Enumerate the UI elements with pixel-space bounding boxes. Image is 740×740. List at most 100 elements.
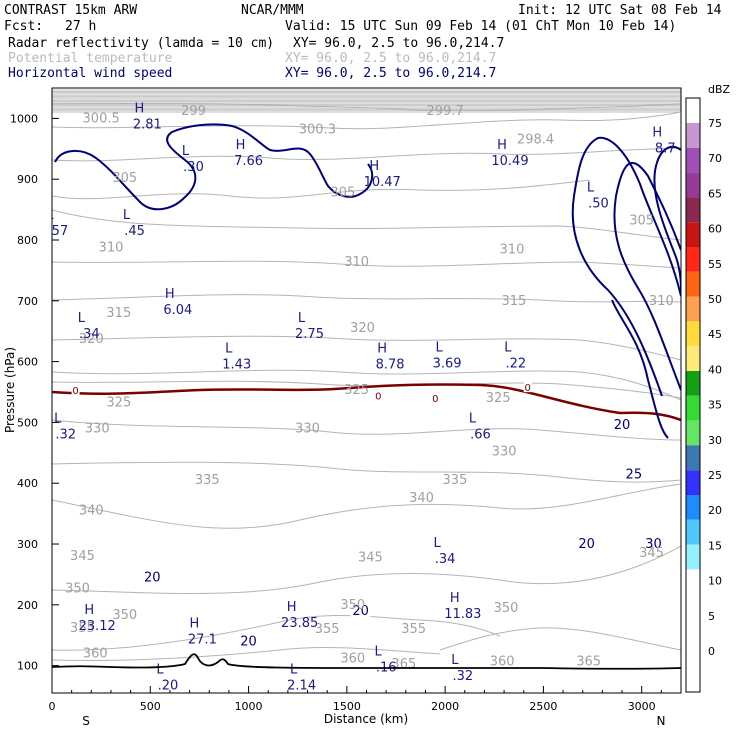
wind-speed-label: 20 (240, 634, 257, 649)
zero-label-bg (374, 390, 383, 401)
hl-mark: L (504, 340, 512, 355)
theta-label: 350 (65, 581, 90, 596)
wind-label-bg (576, 536, 597, 551)
x-tick-label: 2500 (529, 700, 557, 713)
x-tick-label: 1000 (235, 700, 263, 713)
hl-mark: L (156, 663, 164, 678)
wind-speed-label: 30 (645, 537, 662, 552)
theta-label: 298.4 (517, 133, 554, 148)
colorbar-level: 75 (708, 117, 722, 130)
colorbar-swatch (686, 123, 700, 148)
hl-mark: L (375, 644, 383, 659)
theta-contour-360 (52, 111, 681, 130)
colorbar-level: 70 (708, 152, 722, 165)
theta-band-line (52, 98, 681, 100)
theta-contour-340 (52, 294, 681, 303)
theta-band-line (52, 94, 681, 96)
hl-value: 2.75 (295, 327, 324, 342)
model-title: CONTRAST 15km ARW (4, 3, 137, 18)
y-tick-label: 900 (17, 173, 38, 186)
colorbar-swatch (686, 544, 700, 570)
theta-label: 310 (649, 294, 674, 309)
theta-label: 340 (79, 504, 104, 519)
wind-label-bg (238, 633, 259, 648)
fcst-value: 27 h (65, 19, 96, 34)
hl-value: 2.81 (133, 117, 162, 132)
field-xy-wind: XY= 96.0, 2.5 to 96.0,214.7 (285, 66, 496, 81)
colorbar-swatch (686, 495, 700, 520)
hl-mark: H (84, 603, 94, 618)
theta-contour-335 (52, 335, 681, 361)
theta-label: 340 (409, 491, 434, 506)
colorbar-level: 5 (708, 610, 715, 623)
hl-mark: L (182, 144, 190, 159)
theta-contour-305 (52, 545, 681, 594)
colorbar-swatch (686, 346, 700, 371)
hl-mark: H (189, 616, 199, 631)
theta-band-line (52, 104, 681, 107)
theta-contour-355 (52, 147, 681, 162)
hl-mark: L (435, 340, 443, 355)
theta-label: 355 (70, 621, 95, 636)
hl-value: .45 (124, 224, 145, 239)
colorbar-swatch (686, 296, 700, 322)
hl-value: .32 (452, 669, 473, 684)
org-title: NCAR/MMM (241, 3, 304, 18)
y-tick-label: 600 (17, 356, 38, 369)
theta-label: 330 (492, 445, 517, 460)
hl-mark: H (165, 287, 175, 302)
hl-mark: L (434, 536, 442, 551)
field-name-wind: Horizontal wind speed (8, 66, 172, 81)
wind-label-bg (142, 569, 163, 584)
theta-band-line (52, 90, 681, 92)
hl-mark: L (469, 411, 477, 426)
colorbar-level: 20 (708, 504, 722, 517)
hl-value: 8.78 (376, 358, 405, 373)
hl-value: .57 (48, 224, 69, 239)
theta-contour-310 (52, 483, 681, 529)
colorbar-level: 65 (708, 187, 722, 200)
isotach-20-right (571, 136, 681, 397)
x-tick-label: 3000 (628, 700, 656, 713)
hl-value: .66 (470, 427, 491, 442)
hl-value: 10.47 (364, 175, 401, 190)
y-axis-label: Pressure (hPa) (3, 347, 17, 433)
theta-contour-350 (52, 179, 591, 200)
hl-value: 23.12 (79, 619, 116, 634)
isotach-25 (613, 161, 681, 391)
theta-contour-342 (52, 260, 681, 269)
hl-mark: H (134, 101, 144, 116)
end-label-south: S (82, 714, 90, 728)
x-tick-label: 2000 (431, 700, 459, 713)
theta-contour-320 (52, 419, 681, 441)
y-tick-label: 100 (17, 660, 38, 673)
theta-label: 320 (79, 332, 104, 347)
theta-dense-band (52, 89, 681, 113)
hl-value: 8.7 (655, 142, 676, 157)
isotach-20-inner (611, 299, 669, 439)
wind-speed-labels: 20 20 20 20 30 25 20 (142, 416, 664, 649)
hl-value: 27.1 (188, 632, 217, 647)
hl-mark: H (652, 126, 662, 141)
x-tick-label: 500 (140, 700, 161, 713)
field-xy-theta: XY= 96.0, 2.5 to 96.0,214.7 (285, 51, 496, 66)
hl-mark: L (46, 208, 54, 223)
theta-label: 325 (344, 383, 369, 398)
colorbar-swatch (686, 271, 700, 297)
colorbar-level: 55 (708, 258, 722, 271)
hl-mark: H (377, 342, 387, 357)
theta-band-line (52, 103, 681, 105)
y-tick-label: 1000 (10, 112, 38, 125)
y-tick-label: 400 (17, 477, 38, 490)
y-tick-label: 200 (17, 599, 38, 612)
x-tick-label: 0 (49, 700, 56, 713)
colorbar-swatch (686, 147, 700, 173)
colorbar-level: 25 (708, 469, 722, 482)
colorbar-swatch (686, 395, 700, 421)
wind-speed-label: 20 (578, 537, 595, 552)
hl-mark: H (236, 138, 246, 153)
hl-mark: H (450, 591, 460, 606)
theta-label: 315 (106, 306, 131, 321)
valid-time: Valid: 15 UTC Sun 09 Feb 14 (01 ChT Mon … (285, 19, 676, 34)
